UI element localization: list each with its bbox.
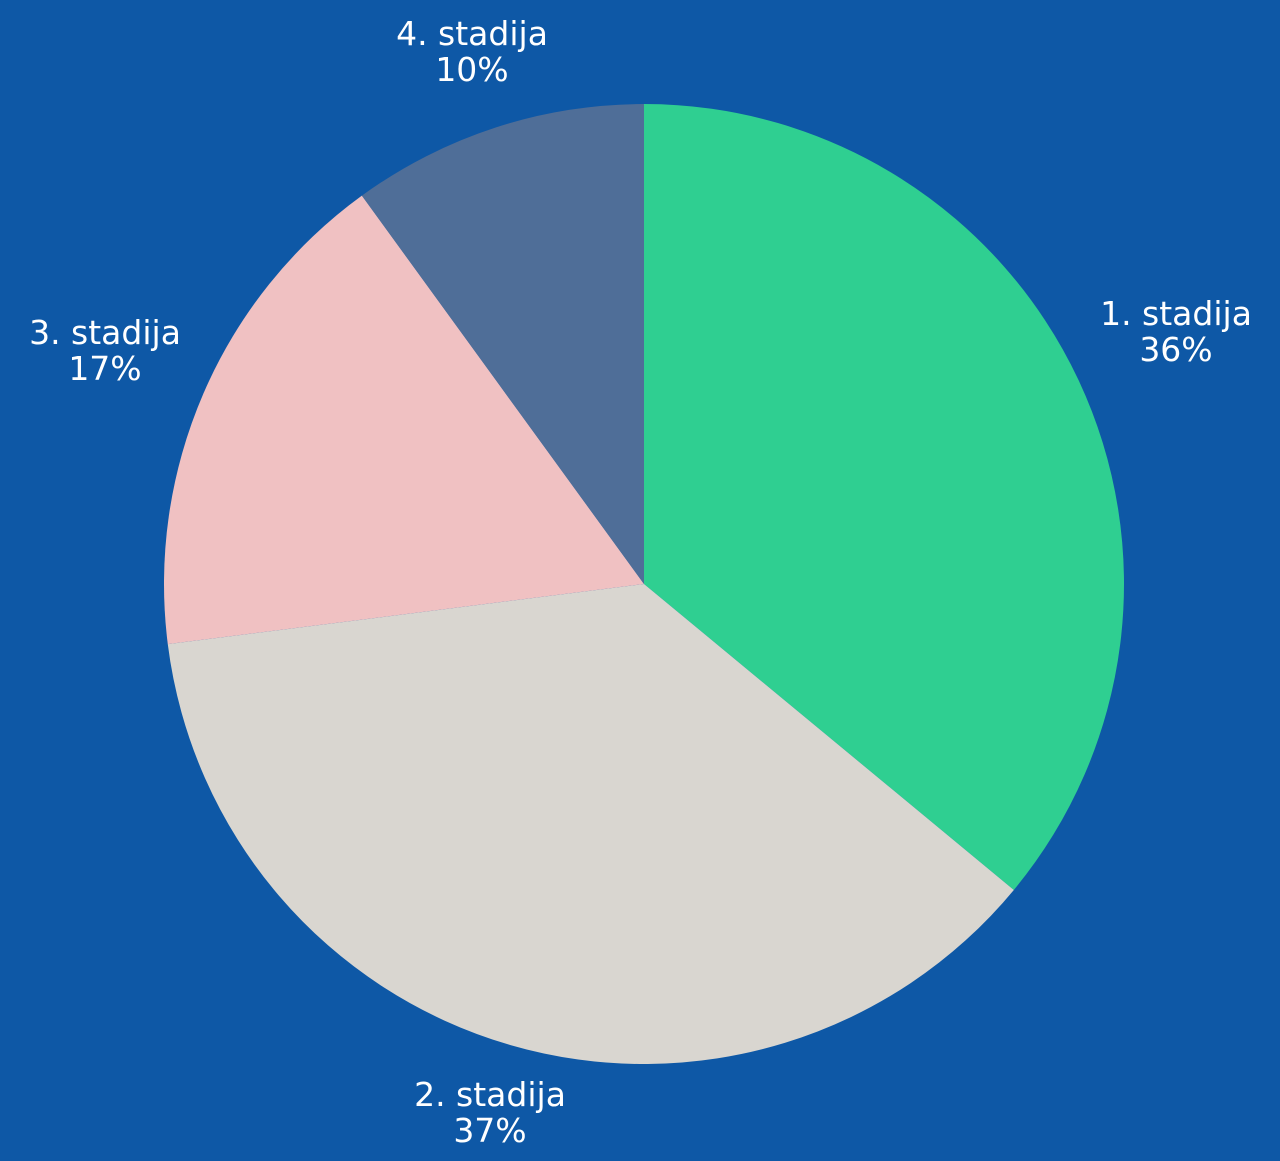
pie-slices	[163, 103, 1125, 1065]
pie-slice-2	[167, 584, 1014, 1065]
slice-label-1: 1. stadija 36%	[1100, 297, 1252, 366]
slice-label-2: 2. stadija 37%	[414, 1078, 566, 1147]
slice-label-2-value: 37%	[453, 1111, 527, 1150]
pie-slice-1	[644, 103, 1125, 890]
slice-label-4-value: 10%	[435, 50, 509, 89]
slice-label-3: 3. stadija 17%	[29, 316, 181, 385]
slice-label-2-name: 2. stadija	[414, 1075, 566, 1114]
slice-label-3-name: 3. stadija	[29, 313, 181, 352]
slice-label-1-value: 36%	[1139, 330, 1213, 369]
pie-slice-4	[361, 104, 644, 584]
slice-label-4: 4. stadija 10%	[396, 17, 548, 86]
slice-label-3-value: 17%	[68, 349, 142, 388]
pie-slice-3	[163, 195, 644, 645]
slice-label-4-name: 4. stadija	[396, 14, 548, 53]
slice-label-1-name: 1. stadija	[1100, 294, 1252, 333]
